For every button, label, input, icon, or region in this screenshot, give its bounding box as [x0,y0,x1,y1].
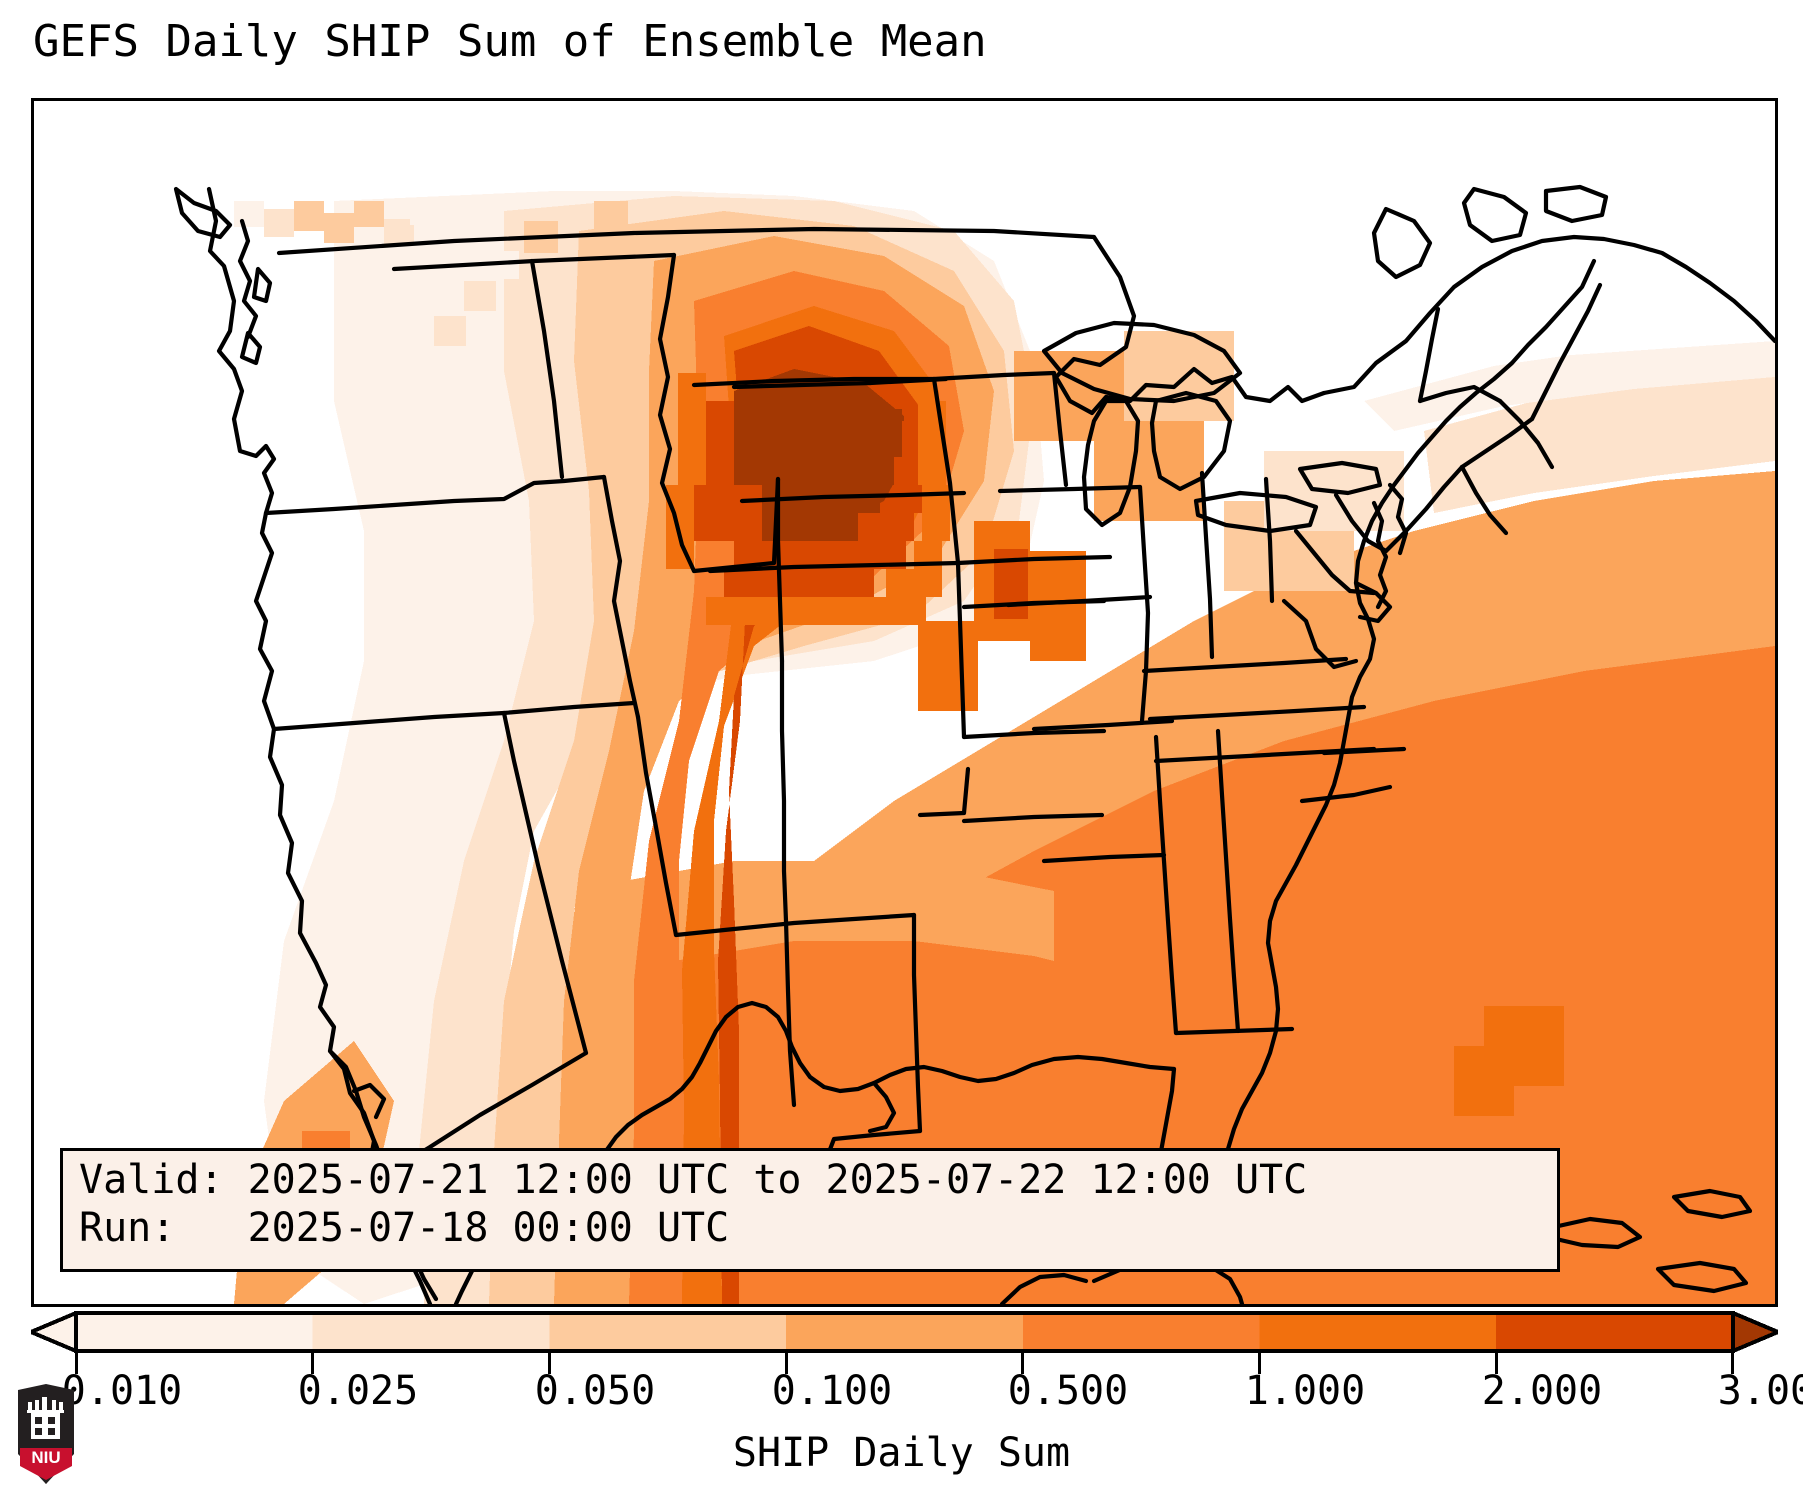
colorbar-axis-label: SHIP Daily Sum [732,1430,1071,1476]
colorbar-tick-label: 0.100 [771,1368,893,1414]
valid-time-line: Valid: 2025-07-21 12:00 UTC to 2025-07-2… [79,1157,1308,1203]
colorbar-tick [1258,1352,1261,1374]
colorbar-tick-label: 1.000 [1244,1368,1366,1414]
run-time-line: Run: 2025-07-18 00:00 UTC [79,1205,730,1251]
colorbar-tick [311,1352,314,1374]
colorbar-tick [1021,1352,1024,1374]
map-borders [173,184,1775,1304]
colorbar-tick-label: 0.050 [534,1368,656,1414]
heatmap-cells [234,181,1775,1304]
colorbar-tick-label: 0.025 [297,1368,419,1414]
page-title: GEFS Daily SHIP Sum of Ensemble Mean [33,16,987,67]
valid-run-infobox: Valid: 2025-07-21 12:00 UTC to 2025-07-2… [60,1148,1560,1272]
colorbar-tick [1495,1352,1498,1374]
colorbar[interactable] [31,1311,1778,1374]
colorbar-tick-labels: 0.010 0.025 0.050 0.100 0.500 1.000 2.00… [0,1368,1803,1424]
colorbar-tick [75,1352,78,1374]
colorbar-tick [785,1352,788,1374]
niu-logo-text: NIU [31,1448,60,1467]
colorbar-tick-label: 0.500 [1007,1368,1129,1414]
ship-heatmap-svg [34,101,1775,1304]
niu-logo: NIU [18,1384,74,1484]
colorbar-tick-label: 0.010 [61,1368,183,1414]
colorbar-tick [548,1352,551,1374]
colorbar-ticks [31,1352,1778,1374]
colorbar-tick [1731,1352,1734,1374]
colorbar-tick-label: 3.000 [1717,1368,1803,1414]
colorbar-swatches [31,1311,1778,1353]
map-panel [31,98,1778,1307]
colorbar-tick-label: 2.000 [1481,1368,1603,1414]
